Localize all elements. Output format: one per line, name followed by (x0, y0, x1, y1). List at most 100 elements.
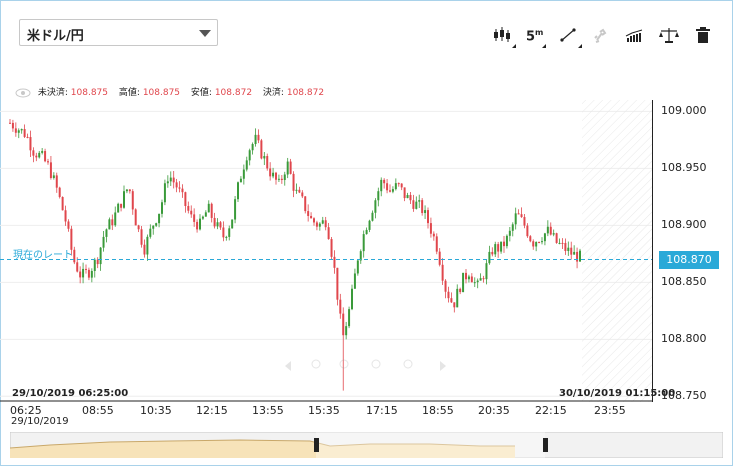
candle-body (473, 282, 476, 284)
zoom-reset-icon[interactable] (339, 359, 349, 369)
currency-pair-select[interactable]: 米ドル/円 (19, 19, 218, 46)
candlestick-chart[interactable] (0, 100, 653, 402)
dropdown-corner-icon (512, 44, 516, 48)
candle-body (161, 202, 163, 214)
candle-body (576, 251, 579, 262)
y-tick-label: 109.000 (661, 104, 707, 118)
candle-body (125, 189, 128, 192)
candle-body (96, 259, 99, 265)
candle-body (558, 242, 561, 244)
candle-body (32, 150, 35, 156)
low-value: 108.872 (214, 88, 253, 98)
candle-body (549, 226, 552, 235)
high-value: 108.875 (142, 88, 181, 98)
candle-body (380, 179, 383, 192)
drawing-tools-button[interactable] (556, 24, 584, 50)
x-tick-label: 12:15 (196, 404, 228, 417)
timeframe-label: 5m (526, 28, 544, 45)
overlay-tools[interactable] (285, 359, 446, 371)
chart-type-button[interactable] (490, 24, 518, 50)
indicators-button[interactable] (622, 24, 650, 50)
candle-body (158, 213, 161, 224)
candle-body (427, 210, 429, 224)
candle-body (517, 213, 520, 215)
candle-body (23, 129, 26, 137)
candle-body (280, 178, 283, 181)
candle-body (348, 309, 351, 327)
candle-body (459, 288, 462, 293)
candle-body (418, 200, 421, 202)
compare-button[interactable] (588, 24, 616, 50)
candle-body (137, 225, 140, 230)
navigator-left-handle[interactable] (314, 438, 319, 452)
candle-body (295, 189, 298, 191)
candle-body (128, 189, 131, 192)
candle-body (131, 191, 134, 210)
zoom-in-icon[interactable] (371, 359, 381, 369)
x-tick-label: 17:15 (366, 404, 398, 417)
x-tick-label: 06:25 (10, 404, 42, 417)
navigator-window[interactable] (316, 432, 545, 458)
low-label: 安値: (190, 88, 212, 98)
candle-body (73, 249, 76, 263)
candle-body (447, 291, 450, 299)
candle-body (134, 209, 137, 226)
timeframe-button[interactable]: 5m (520, 24, 548, 50)
candle-body (406, 195, 409, 199)
close-label: 決済: (262, 88, 284, 98)
navigator-right-handle[interactable] (543, 438, 548, 452)
candle-body (196, 221, 199, 230)
candle-body (263, 156, 266, 159)
candle-body (368, 220, 371, 230)
candle-body (242, 169, 245, 179)
candle-body (67, 221, 70, 229)
chevron-down-icon[interactable] (199, 30, 211, 37)
scale-button[interactable] (656, 24, 684, 50)
candle-body (47, 161, 49, 163)
candle-body (61, 196, 64, 211)
candle-body (421, 200, 424, 214)
candle-body (163, 183, 166, 203)
candle-body (152, 225, 155, 229)
candle-body (201, 216, 204, 219)
candle-body (511, 224, 514, 231)
candle-body (298, 189, 301, 193)
candle-body (500, 241, 503, 252)
candle-body (17, 130, 20, 133)
candle-body (543, 233, 546, 242)
candle-body (277, 178, 280, 180)
candle-body (333, 256, 336, 268)
zoom-out-icon[interactable] (311, 359, 321, 369)
delete-button[interactable] (690, 24, 718, 50)
y-tick-label: 108.750 (661, 389, 707, 403)
candle-body (327, 227, 330, 240)
candle-body (9, 122, 11, 124)
candle-body (52, 175, 55, 178)
candle-body (313, 218, 315, 223)
candle-body (424, 210, 427, 214)
candle-body (29, 137, 32, 151)
candle-body (476, 280, 479, 283)
candle-body (552, 233, 555, 235)
candle-body (482, 278, 485, 280)
navigator[interactable] (10, 432, 723, 458)
candle-body (248, 150, 251, 161)
candle-body (353, 273, 356, 289)
scroll-right-icon[interactable] (440, 361, 446, 371)
scroll-left-icon[interactable] (285, 361, 291, 371)
candle-body (117, 203, 120, 213)
candle-body (38, 152, 41, 158)
candle-body (485, 263, 488, 280)
candle-body (321, 220, 324, 224)
price-axis: 109.000 108.950 108.900 108.850 108.800 108.7… (653, 100, 733, 402)
candle-body (228, 228, 231, 237)
candle-body (172, 177, 175, 183)
y-tick-label: 108.850 (661, 275, 707, 289)
x-tick-label: 22:15 (535, 404, 567, 417)
candle-body (260, 140, 263, 159)
zoom-fit-icon[interactable] (403, 359, 413, 369)
candle-body (561, 242, 564, 244)
eye-icon[interactable] (15, 88, 31, 98)
candle-body (82, 268, 85, 278)
candle-body (204, 212, 207, 217)
